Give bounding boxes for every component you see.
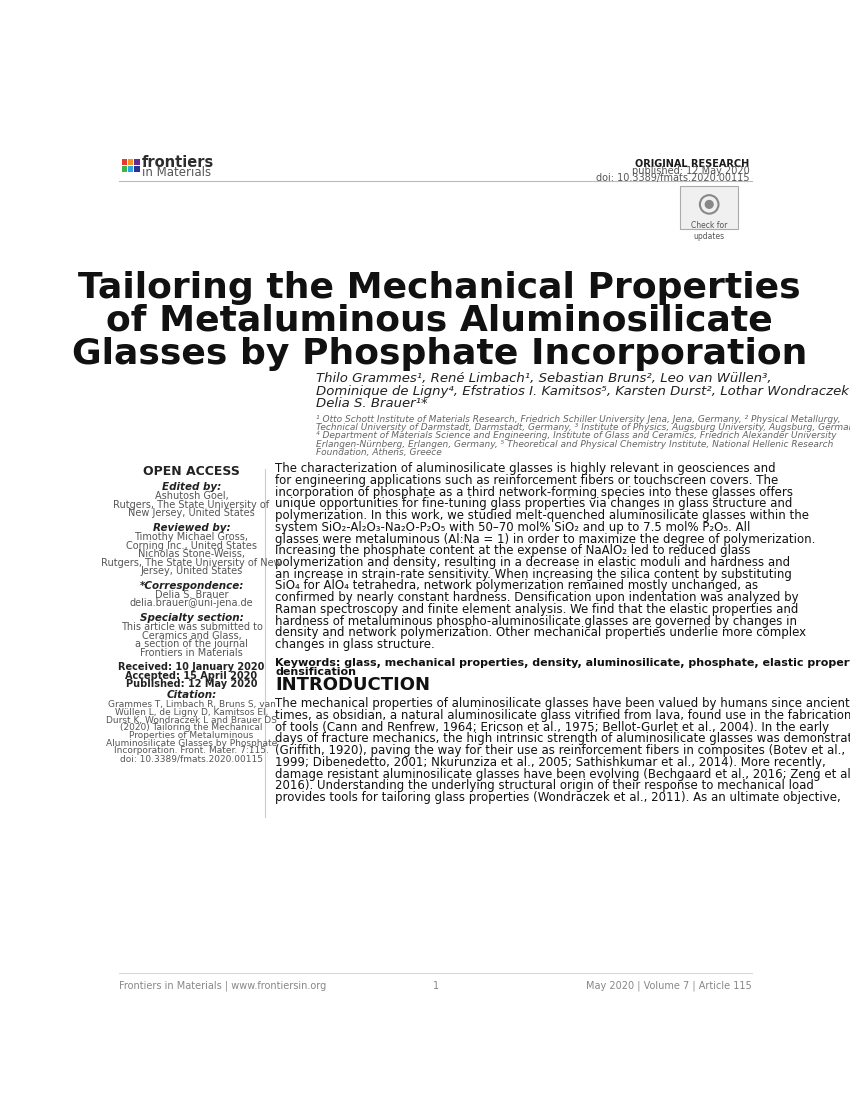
Text: Tailoring the Mechanical Properties: Tailoring the Mechanical Properties <box>78 270 801 305</box>
Text: INTRODUCTION: INTRODUCTION <box>275 677 430 695</box>
Text: Citation:: Citation: <box>167 690 217 700</box>
Text: Jersey, United States: Jersey, United States <box>140 567 242 577</box>
Text: ⁴ Department of Materials Science and Engineering, Institute of Glass and Cerami: ⁴ Department of Materials Science and En… <box>315 432 836 441</box>
Text: Foundation, Athens, Greece: Foundation, Athens, Greece <box>315 447 441 456</box>
Text: 1999; Dibenedetto, 2001; Nkurunziza et al., 2005; Sathishkumar et al., 2014). Mo: 1999; Dibenedetto, 2001; Nkurunziza et a… <box>275 756 826 769</box>
Text: Frontiers in Materials | www.frontiersin.org: Frontiers in Materials | www.frontiersin… <box>119 981 326 991</box>
Text: Increasing the phosphate content at the expense of NaAlO₂ led to reduced glass: Increasing the phosphate content at the … <box>275 544 751 558</box>
Text: times, as obsidian, a natural aluminosilicate glass vitrified from lava, found u: times, as obsidian, a natural aluminosil… <box>275 709 850 722</box>
Text: Erlangen-Nürnberg, Erlangen, Germany, ⁵ Theoretical and Physical Chemistry Insti: Erlangen-Nürnberg, Erlangen, Germany, ⁵ … <box>315 440 833 449</box>
Text: delia.brauer@uni-jena.de: delia.brauer@uni-jena.de <box>130 599 253 609</box>
Text: Properties of Metaluminous: Properties of Metaluminous <box>129 731 253 740</box>
Text: ¹ Otto Schott Institute of Materials Research, Friedrich Schiller University Jen: ¹ Otto Schott Institute of Materials Res… <box>315 415 840 424</box>
Text: of tools (Cann and Renfrew, 1964; Ericson et al., 1975; Bellot-Gurlet et al., 20: of tools (Cann and Renfrew, 1964; Ericso… <box>275 721 830 733</box>
Text: in Materials: in Materials <box>142 166 211 178</box>
Text: Rutgers, The State University of New: Rutgers, The State University of New <box>101 558 282 568</box>
Text: Ashutosh Goel,: Ashutosh Goel, <box>155 491 229 501</box>
Text: Grammes T, Limbach R, Bruns S, van: Grammes T, Limbach R, Bruns S, van <box>108 700 275 709</box>
Text: of Metaluminous Aluminosilicate: of Metaluminous Aluminosilicate <box>106 304 773 337</box>
Text: 2016). Understanding the underlying structural origin of their response to mecha: 2016). Understanding the underlying stru… <box>275 779 814 792</box>
Text: Check for
updates: Check for updates <box>691 221 728 240</box>
Text: This article was submitted to: This article was submitted to <box>121 622 263 632</box>
Text: for engineering applications such as reinforcement fibers or touchscreen covers.: for engineering applications such as rei… <box>275 474 779 487</box>
Text: ORIGINAL RESEARCH: ORIGINAL RESEARCH <box>635 159 750 169</box>
Text: damage resistant aluminosilicate glasses have been evolving (Bechgaard et al., 2: damage resistant aluminosilicate glasses… <box>275 768 850 780</box>
Text: Nicholas Stone-Weiss,: Nicholas Stone-Weiss, <box>138 549 245 559</box>
Bar <box>128 166 133 173</box>
Text: Thilo Grammes¹, René Limbach¹, Sebastian Bruns², Leo van Wüllen³,: Thilo Grammes¹, René Limbach¹, Sebastian… <box>315 372 771 385</box>
Text: OPEN ACCESS: OPEN ACCESS <box>143 464 240 477</box>
Text: Edited by:: Edited by: <box>162 482 221 492</box>
Text: Received: 10 January 2020: Received: 10 January 2020 <box>118 662 264 672</box>
Text: Glasses by Phosphate Incorporation: Glasses by Phosphate Incorporation <box>71 337 808 371</box>
Text: SiO₄ for AlO₄ tetrahedra, network polymerization remained mostly unchanged, as: SiO₄ for AlO₄ tetrahedra, network polyme… <box>275 580 758 592</box>
Text: Ceramics and Glass,: Ceramics and Glass, <box>142 631 241 641</box>
Text: polymerization and density, resulting in a decrease in elastic moduli and hardne: polymerization and density, resulting in… <box>275 556 791 569</box>
Bar <box>122 159 127 165</box>
Text: incorporation of phosphate as a third network-forming species into these glasses: incorporation of phosphate as a third ne… <box>275 485 793 499</box>
Text: Delia S. Brauer¹*: Delia S. Brauer¹* <box>315 397 427 410</box>
Text: changes in glass structure.: changes in glass structure. <box>275 638 435 651</box>
Text: Technical University of Darmstadt, Darmstadt, Germany, ³ Institute of Physics, A: Technical University of Darmstadt, Darms… <box>315 423 850 432</box>
Text: published: 12 May 2020: published: 12 May 2020 <box>632 166 750 176</box>
Text: (Griffith, 1920), paving the way for their use as reinforcement fibers in compos: (Griffith, 1920), paving the way for the… <box>275 745 845 757</box>
Text: (2020) Tailoring the Mechanical: (2020) Tailoring the Mechanical <box>120 723 263 732</box>
Bar <box>122 166 127 173</box>
Text: Wüllen L, de Ligny D, Kamitsos EI,: Wüllen L, de Ligny D, Kamitsos EI, <box>115 708 269 717</box>
Text: Keywords: glass, mechanical properties, density, aluminosilicate, phosphate, ela: Keywords: glass, mechanical properties, … <box>275 658 850 668</box>
Text: Published: 12 May 2020: Published: 12 May 2020 <box>126 679 258 689</box>
Text: Aluminosilicate Glasses by Phosphate: Aluminosilicate Glasses by Phosphate <box>106 739 277 748</box>
Text: Accepted: 15 April 2020: Accepted: 15 April 2020 <box>126 671 258 681</box>
Text: Corning Inc., United States: Corning Inc., United States <box>126 541 257 551</box>
Text: Timothy Michael Gross,: Timothy Michael Gross, <box>134 532 248 542</box>
Text: an increase in strain-rate sensitivity. When increasing the silica content by su: an increase in strain-rate sensitivity. … <box>275 568 792 581</box>
Text: The characterization of aluminosilicate glasses is highly relevant in geoscience: The characterization of aluminosilicate … <box>275 462 776 475</box>
Text: Raman spectroscopy and finite element analysis. We find that the elastic propert: Raman spectroscopy and finite element an… <box>275 603 799 615</box>
Text: hardness of metaluminous phospho-aluminosilicate glasses are governed by changes: hardness of metaluminous phospho-alumino… <box>275 614 797 628</box>
Text: a section of the journal: a section of the journal <box>135 639 248 649</box>
Text: May 2020 | Volume 7 | Article 115: May 2020 | Volume 7 | Article 115 <box>586 981 751 991</box>
Text: Incorporation. Front. Mater. 7:115.: Incorporation. Front. Mater. 7:115. <box>114 747 269 756</box>
Text: density and network polymerization. Other mechanical properties underlie more co: density and network polymerization. Othe… <box>275 627 807 639</box>
Text: unique opportunities for fine-tuning glass properties via changes in glass struc: unique opportunities for fine-tuning gla… <box>275 498 792 511</box>
Text: The mechanical properties of aluminosilicate glasses have been valued by humans : The mechanical properties of aluminosili… <box>275 698 850 710</box>
Text: 1: 1 <box>433 981 439 991</box>
Text: doi: 10.3389/fmats.2020.00115: doi: 10.3389/fmats.2020.00115 <box>596 173 750 183</box>
Text: confirmed by nearly constant hardness. Densification upon indentation was analyz: confirmed by nearly constant hardness. D… <box>275 591 799 604</box>
Text: polymerization. In this work, we studied melt-quenched aluminosilicate glasses w: polymerization. In this work, we studied… <box>275 509 809 522</box>
Text: days of fracture mechanics, the high intrinsic strength of aluminosilicate glass: days of fracture mechanics, the high int… <box>275 732 850 746</box>
Text: *Correspondence:: *Correspondence: <box>139 581 244 591</box>
Text: Rutgers, The State University of: Rutgers, The State University of <box>113 500 269 510</box>
Text: Reviewed by:: Reviewed by: <box>153 523 230 533</box>
Text: system SiO₂-Al₂O₃-Na₂O-P₂O₅ with 50–70 mol% SiO₂ and up to 7.5 mol% P₂O₅. All: system SiO₂-Al₂O₃-Na₂O-P₂O₅ with 50–70 m… <box>275 521 751 534</box>
Text: Specialty section:: Specialty section: <box>139 613 243 623</box>
Bar <box>128 159 133 165</box>
Bar <box>134 166 139 173</box>
Text: provides tools for tailoring glass properties (Wondraczek et al., 2011). As an u: provides tools for tailoring glass prope… <box>275 791 841 804</box>
Text: New Jersey, United States: New Jersey, United States <box>128 509 255 519</box>
Text: glasses were metaluminous (Al:Na = 1) in order to maximize the degree of polymer: glasses were metaluminous (Al:Na = 1) in… <box>275 533 816 545</box>
Text: densification: densification <box>275 667 356 677</box>
Text: Delia S. Brauer: Delia S. Brauer <box>155 590 229 600</box>
Text: Dominique de Ligny⁴, Efstratios I. Kamitsos⁵, Karsten Durst², Lothar Wondraczek¹: Dominique de Ligny⁴, Efstratios I. Kamit… <box>315 385 850 397</box>
Circle shape <box>706 200 713 208</box>
Text: frontiers: frontiers <box>142 156 214 170</box>
Text: Frontiers in Materials: Frontiers in Materials <box>140 648 243 658</box>
Bar <box>134 159 139 165</box>
Text: Durst K, Wondraczek L and Brauer DS: Durst K, Wondraczek L and Brauer DS <box>106 716 277 725</box>
FancyBboxPatch shape <box>680 186 739 228</box>
Text: doi: 10.3389/fmats.2020.00115: doi: 10.3389/fmats.2020.00115 <box>120 755 263 764</box>
